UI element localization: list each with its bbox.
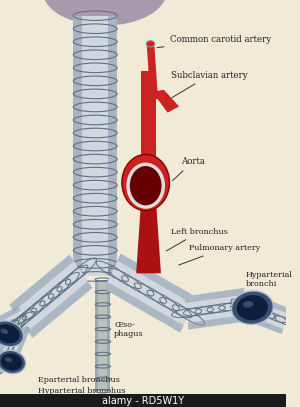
Polygon shape bbox=[239, 312, 283, 334]
Polygon shape bbox=[73, 15, 117, 276]
Ellipse shape bbox=[0, 321, 23, 347]
Text: alamy - RD5W1Y: alamy - RD5W1Y bbox=[102, 396, 184, 405]
Polygon shape bbox=[0, 306, 29, 348]
Text: Œso-
phagus: Œso- phagus bbox=[114, 321, 144, 339]
Polygon shape bbox=[245, 292, 290, 314]
Polygon shape bbox=[185, 288, 244, 303]
Polygon shape bbox=[9, 255, 74, 311]
Ellipse shape bbox=[237, 295, 268, 320]
Polygon shape bbox=[73, 15, 82, 276]
Polygon shape bbox=[95, 280, 98, 391]
Ellipse shape bbox=[231, 291, 273, 324]
Polygon shape bbox=[107, 280, 110, 391]
Polygon shape bbox=[0, 306, 21, 328]
Ellipse shape bbox=[243, 301, 254, 308]
Ellipse shape bbox=[0, 328, 8, 334]
Ellipse shape bbox=[0, 324, 20, 344]
Polygon shape bbox=[188, 315, 248, 330]
Polygon shape bbox=[0, 394, 286, 407]
Polygon shape bbox=[0, 319, 15, 360]
Ellipse shape bbox=[128, 164, 163, 207]
Polygon shape bbox=[185, 288, 248, 330]
Ellipse shape bbox=[0, 350, 26, 374]
Polygon shape bbox=[9, 255, 92, 338]
Polygon shape bbox=[147, 44, 158, 99]
Polygon shape bbox=[239, 292, 290, 334]
Polygon shape bbox=[11, 326, 31, 368]
Polygon shape bbox=[0, 319, 31, 368]
Polygon shape bbox=[141, 71, 156, 162]
Text: Hyparterial bronchus: Hyparterial bronchus bbox=[38, 387, 126, 395]
Polygon shape bbox=[108, 15, 117, 276]
Text: Pulmonary artery: Pulmonary artery bbox=[179, 244, 260, 265]
Ellipse shape bbox=[122, 154, 170, 211]
Text: Hyparterial
bronchi: Hyparterial bronchi bbox=[246, 271, 292, 302]
Ellipse shape bbox=[146, 41, 155, 47]
Polygon shape bbox=[0, 326, 29, 348]
Polygon shape bbox=[117, 254, 197, 304]
Text: Subclavian artery: Subclavian artery bbox=[171, 70, 248, 98]
Ellipse shape bbox=[43, 0, 166, 26]
Text: Eparterial bronchus: Eparterial bronchus bbox=[38, 376, 120, 383]
Polygon shape bbox=[136, 204, 161, 274]
Text: Aorta: Aorta bbox=[172, 157, 205, 181]
Polygon shape bbox=[152, 90, 179, 113]
Text: Left bronchus: Left bronchus bbox=[166, 228, 228, 251]
Polygon shape bbox=[95, 280, 110, 391]
Polygon shape bbox=[95, 280, 110, 391]
Polygon shape bbox=[28, 281, 92, 338]
Text: Common carotid artery: Common carotid artery bbox=[157, 35, 271, 48]
Ellipse shape bbox=[5, 357, 12, 362]
Polygon shape bbox=[104, 282, 184, 333]
Ellipse shape bbox=[1, 353, 22, 371]
Polygon shape bbox=[104, 254, 197, 333]
